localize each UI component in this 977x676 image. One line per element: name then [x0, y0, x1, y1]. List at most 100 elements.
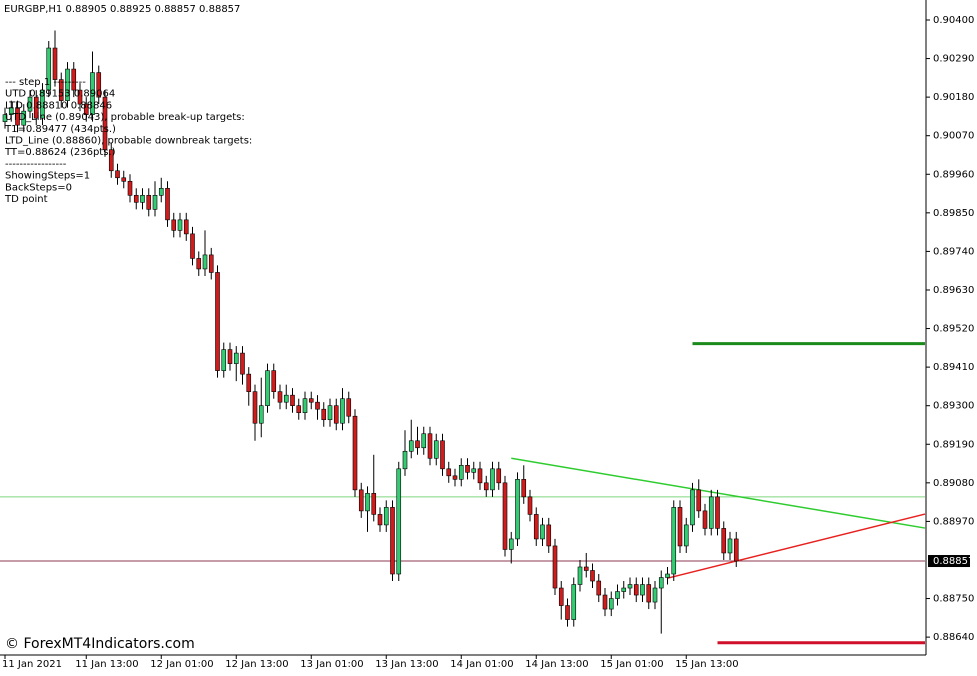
candle-body	[190, 233, 195, 259]
candle-body	[177, 219, 183, 231]
candle-body	[690, 489, 695, 526]
candle-body	[521, 479, 527, 498]
candle-body	[658, 577, 664, 589]
candle-body	[121, 177, 127, 182]
candle-body	[621, 587, 627, 592]
candle-body	[227, 349, 233, 364]
candle-body	[708, 496, 714, 529]
candle-body	[321, 408, 327, 421]
candle-body	[265, 370, 270, 406]
x-tick-label: 13 Jan 13:00	[375, 659, 438, 670]
candle-body	[440, 440, 445, 470]
candle-body	[671, 507, 677, 575]
candle-body	[458, 465, 464, 480]
candle-body	[565, 605, 570, 620]
y-tick-label: 0.89630	[933, 285, 974, 296]
indicator-info: LTD_Line (0.88860), probable downbreak t…	[5, 136, 252, 147]
candle-body	[452, 475, 458, 480]
candle-body	[483, 482, 489, 491]
y-tick-label: 0.90180	[933, 92, 974, 103]
candle-body	[721, 528, 727, 554]
candle-body	[346, 398, 352, 417]
candle-body	[221, 349, 227, 371]
y-tick-label: 0.90400	[933, 15, 974, 26]
candle-body	[577, 566, 583, 585]
candle-body	[246, 373, 252, 392]
candle-body	[33, 96, 39, 119]
candle-body	[490, 468, 495, 491]
candle-body	[433, 440, 439, 459]
candle-body	[408, 440, 414, 452]
candle-body	[471, 468, 477, 473]
trend-line	[667, 513, 926, 579]
indicator-info: BackSteps=0	[5, 182, 72, 193]
candle-body	[258, 405, 264, 424]
indicator-info: T1=0.89477 (434pts.)	[4, 124, 116, 135]
indicator-info: -----------------	[5, 159, 67, 170]
candle-body	[215, 272, 220, 371]
candle-body	[296, 405, 302, 414]
candle-body	[546, 524, 552, 547]
indicator-info: TD point	[4, 194, 48, 205]
candle-body	[421, 433, 427, 449]
y-tick-label: 0.88750	[933, 594, 974, 605]
y-tick-label: 0.89300	[933, 401, 974, 412]
candle-body	[465, 465, 470, 473]
y-tick-label: 0.89850	[933, 208, 974, 219]
y-tick-label: 0.89520	[933, 324, 974, 335]
candle-body	[271, 370, 277, 392]
y-tick-label: 0.88640	[933, 632, 974, 643]
candle-body	[140, 195, 145, 203]
candle-body	[8, 107, 14, 115]
trend-line	[511, 457, 926, 529]
candle-body	[83, 103, 89, 115]
candle-body	[340, 398, 345, 424]
candle-body	[552, 545, 558, 589]
candle-body	[277, 391, 283, 403]
candle-body	[15, 107, 20, 126]
x-tick-label: 13 Jan 01:00	[300, 659, 363, 670]
indicator-info: ShowingSteps=1	[5, 171, 90, 182]
candle-body	[515, 479, 520, 540]
candle-body	[633, 584, 639, 596]
candle-body	[727, 538, 733, 554]
candle-body	[371, 493, 377, 515]
indicator-info: UTD_Line (0.89043), probable break-up ta…	[5, 112, 245, 123]
current-price-box	[928, 555, 970, 568]
candle-body	[358, 489, 364, 512]
candle-body	[627, 584, 633, 589]
candle-body	[415, 440, 420, 449]
candle-body	[540, 524, 545, 540]
candle-body	[21, 110, 27, 126]
candle-body	[702, 510, 708, 529]
candle-body	[252, 391, 258, 424]
x-tick-label: 12 Jan 01:00	[150, 659, 213, 670]
candle-body	[508, 538, 514, 550]
candle-body	[196, 258, 202, 270]
candle-body	[315, 401, 320, 410]
candle-body	[102, 96, 108, 151]
x-tick-label: 11 Jan 13:00	[75, 659, 138, 670]
candle-body	[202, 254, 208, 270]
candle-body	[152, 195, 158, 210]
candle-body	[327, 405, 333, 421]
candle-body	[71, 68, 77, 91]
candle-body	[665, 573, 670, 578]
indicator-info: TT=0.88624 (236pts.)	[4, 147, 116, 158]
candle-body	[171, 219, 177, 231]
candle-body	[290, 394, 295, 406]
current-price-label: 0.88857	[933, 556, 974, 567]
candle-body	[308, 398, 314, 403]
candle-body	[571, 584, 577, 620]
candle-body	[696, 489, 702, 512]
candle-body	[183, 219, 189, 235]
candle-body	[133, 195, 139, 203]
candle-body	[477, 468, 483, 484]
indicator-info: LTD 0.88810 0.88846	[5, 100, 112, 111]
chart-title: EURGBP,H1 0.88905 0.88925 0.88857 0.8885…	[4, 4, 240, 15]
candle-body	[608, 598, 614, 610]
candle-body	[533, 514, 539, 540]
